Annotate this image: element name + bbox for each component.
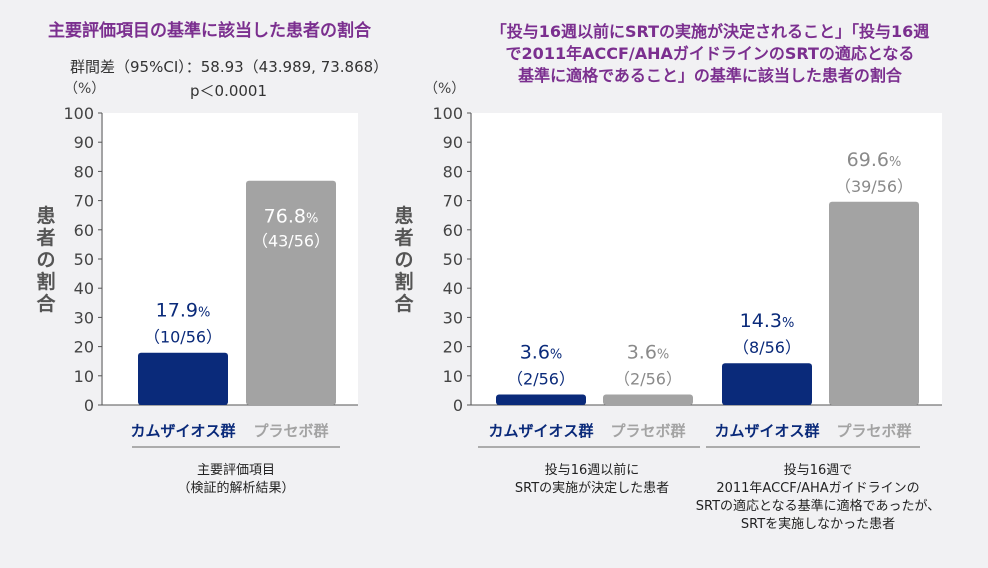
x-category-label: プラセボ群 xyxy=(610,422,685,440)
y-tick-label: 90 xyxy=(443,133,463,152)
bar-value-label: 69.6% xyxy=(847,149,902,171)
bar xyxy=(138,352,228,405)
y-tick-label: 60 xyxy=(74,221,94,240)
bar-value-label: 3.6% xyxy=(520,341,563,363)
chart1-pvalue: p＜0.0001 xyxy=(190,82,268,100)
caption-line: SRTを実施しなかった患者 xyxy=(740,517,896,532)
bar-value-label: 3.6% xyxy=(627,341,670,363)
x-category-label: プラセボ群 xyxy=(836,422,911,440)
y-axis-label-char: 者 xyxy=(394,227,413,249)
y-axis-label-char: 割 xyxy=(394,270,413,293)
y-tick-label: 50 xyxy=(443,250,463,269)
y-tick-label: 40 xyxy=(74,279,94,298)
y-axis-label-char: 者 xyxy=(36,227,55,249)
bar-count-label: （43/56） xyxy=(252,232,330,251)
y-axis-label-char: 患 xyxy=(394,204,413,227)
y-tick-label: 30 xyxy=(443,308,463,327)
bar xyxy=(603,394,693,405)
caption-line: （検証的解析結果） xyxy=(177,481,295,496)
y-axis-label-char: 割 xyxy=(36,270,55,293)
y-tick-label: 80 xyxy=(74,162,94,181)
y-tick-label: 20 xyxy=(74,338,94,357)
caption-line: 主要評価項目 xyxy=(196,463,275,478)
bar xyxy=(829,201,919,405)
chart2-title-line2: で2011年ACCF/AHAガイドラインのSRTの適応となる xyxy=(505,44,915,63)
bar-value-label: 17.9% xyxy=(156,300,211,322)
y-axis-label-char: 患 xyxy=(36,204,55,227)
chart1-ci-text: 群間差（95%CI）：58.93（43.989, 73.868） xyxy=(70,58,389,76)
y-tick-label: 0 xyxy=(453,396,463,415)
caption-line: SRTの適応となる基準に適格であったが、 xyxy=(695,499,941,514)
bar xyxy=(246,180,336,405)
chart2-title-line1: 「投与16週以前にSRTの実施が決定されること」「投与16週 xyxy=(490,22,930,41)
bar xyxy=(722,363,812,405)
y-unit-label: （%） xyxy=(424,81,465,97)
caption-line: 2011年ACCF/AHAガイドラインの xyxy=(716,481,920,496)
y-tick-label: 70 xyxy=(443,192,463,211)
y-tick-label: 100 xyxy=(63,104,94,123)
y-tick-label: 20 xyxy=(443,338,463,357)
y-tick-label: 30 xyxy=(74,308,94,327)
bar-count-label: （39/56） xyxy=(835,177,913,196)
y-axis-label-char: の xyxy=(394,249,413,271)
chart2-title-line3: 基準に適格であること」の基準に該当した患者の割合 xyxy=(518,66,902,85)
chart2-group1-caption: 投与16週以前に SRTの実施が決定した患者 xyxy=(482,462,702,498)
bar-count-label: （10/56） xyxy=(144,328,222,347)
bar-count-label: （2/56） xyxy=(507,369,575,388)
y-axis-label-char: 合 xyxy=(394,292,414,315)
y-axis-label-char: の xyxy=(36,249,55,271)
y-tick-label: 50 xyxy=(74,250,94,269)
x-category-label: カムザイオス群 xyxy=(714,422,819,440)
caption-line: 投与16週で xyxy=(783,463,853,478)
chart1-title: 主要評価項目の基準に該当した患者の割合 xyxy=(48,21,371,41)
x-category-label: カムザイオス群 xyxy=(130,422,235,440)
caption-line: SRTの実施が決定した患者 xyxy=(514,481,670,496)
y-tick-label: 80 xyxy=(443,162,463,181)
y-tick-label: 90 xyxy=(74,133,94,152)
bar-count-label: （2/56） xyxy=(614,369,682,388)
chart2-group2-caption: 投与16週で 2011年ACCF/AHAガイドラインの SRTの適応となる基準に… xyxy=(688,462,948,534)
y-tick-label: 10 xyxy=(443,367,463,386)
caption-line: 投与16週以前に xyxy=(544,463,640,478)
bar-value-label: 76.8% xyxy=(264,206,319,228)
chart1-group-caption: 主要評価項目 （検証的解析結果） xyxy=(136,462,336,498)
bar-count-label: （8/56） xyxy=(733,338,801,357)
bar-value-label: 14.3% xyxy=(740,310,795,332)
y-unit-label: （%） xyxy=(64,81,105,97)
x-category-label: カムザイオス群 xyxy=(488,422,593,440)
y-axis-label-char: 合 xyxy=(36,292,56,315)
bar xyxy=(496,394,586,405)
y-tick-label: 0 xyxy=(84,396,94,415)
x-category-label: プラセボ群 xyxy=(253,422,328,440)
y-tick-label: 70 xyxy=(74,192,94,211)
y-tick-label: 40 xyxy=(443,279,463,298)
y-tick-label: 10 xyxy=(74,367,94,386)
y-tick-label: 100 xyxy=(432,104,463,123)
y-tick-label: 60 xyxy=(443,221,463,240)
